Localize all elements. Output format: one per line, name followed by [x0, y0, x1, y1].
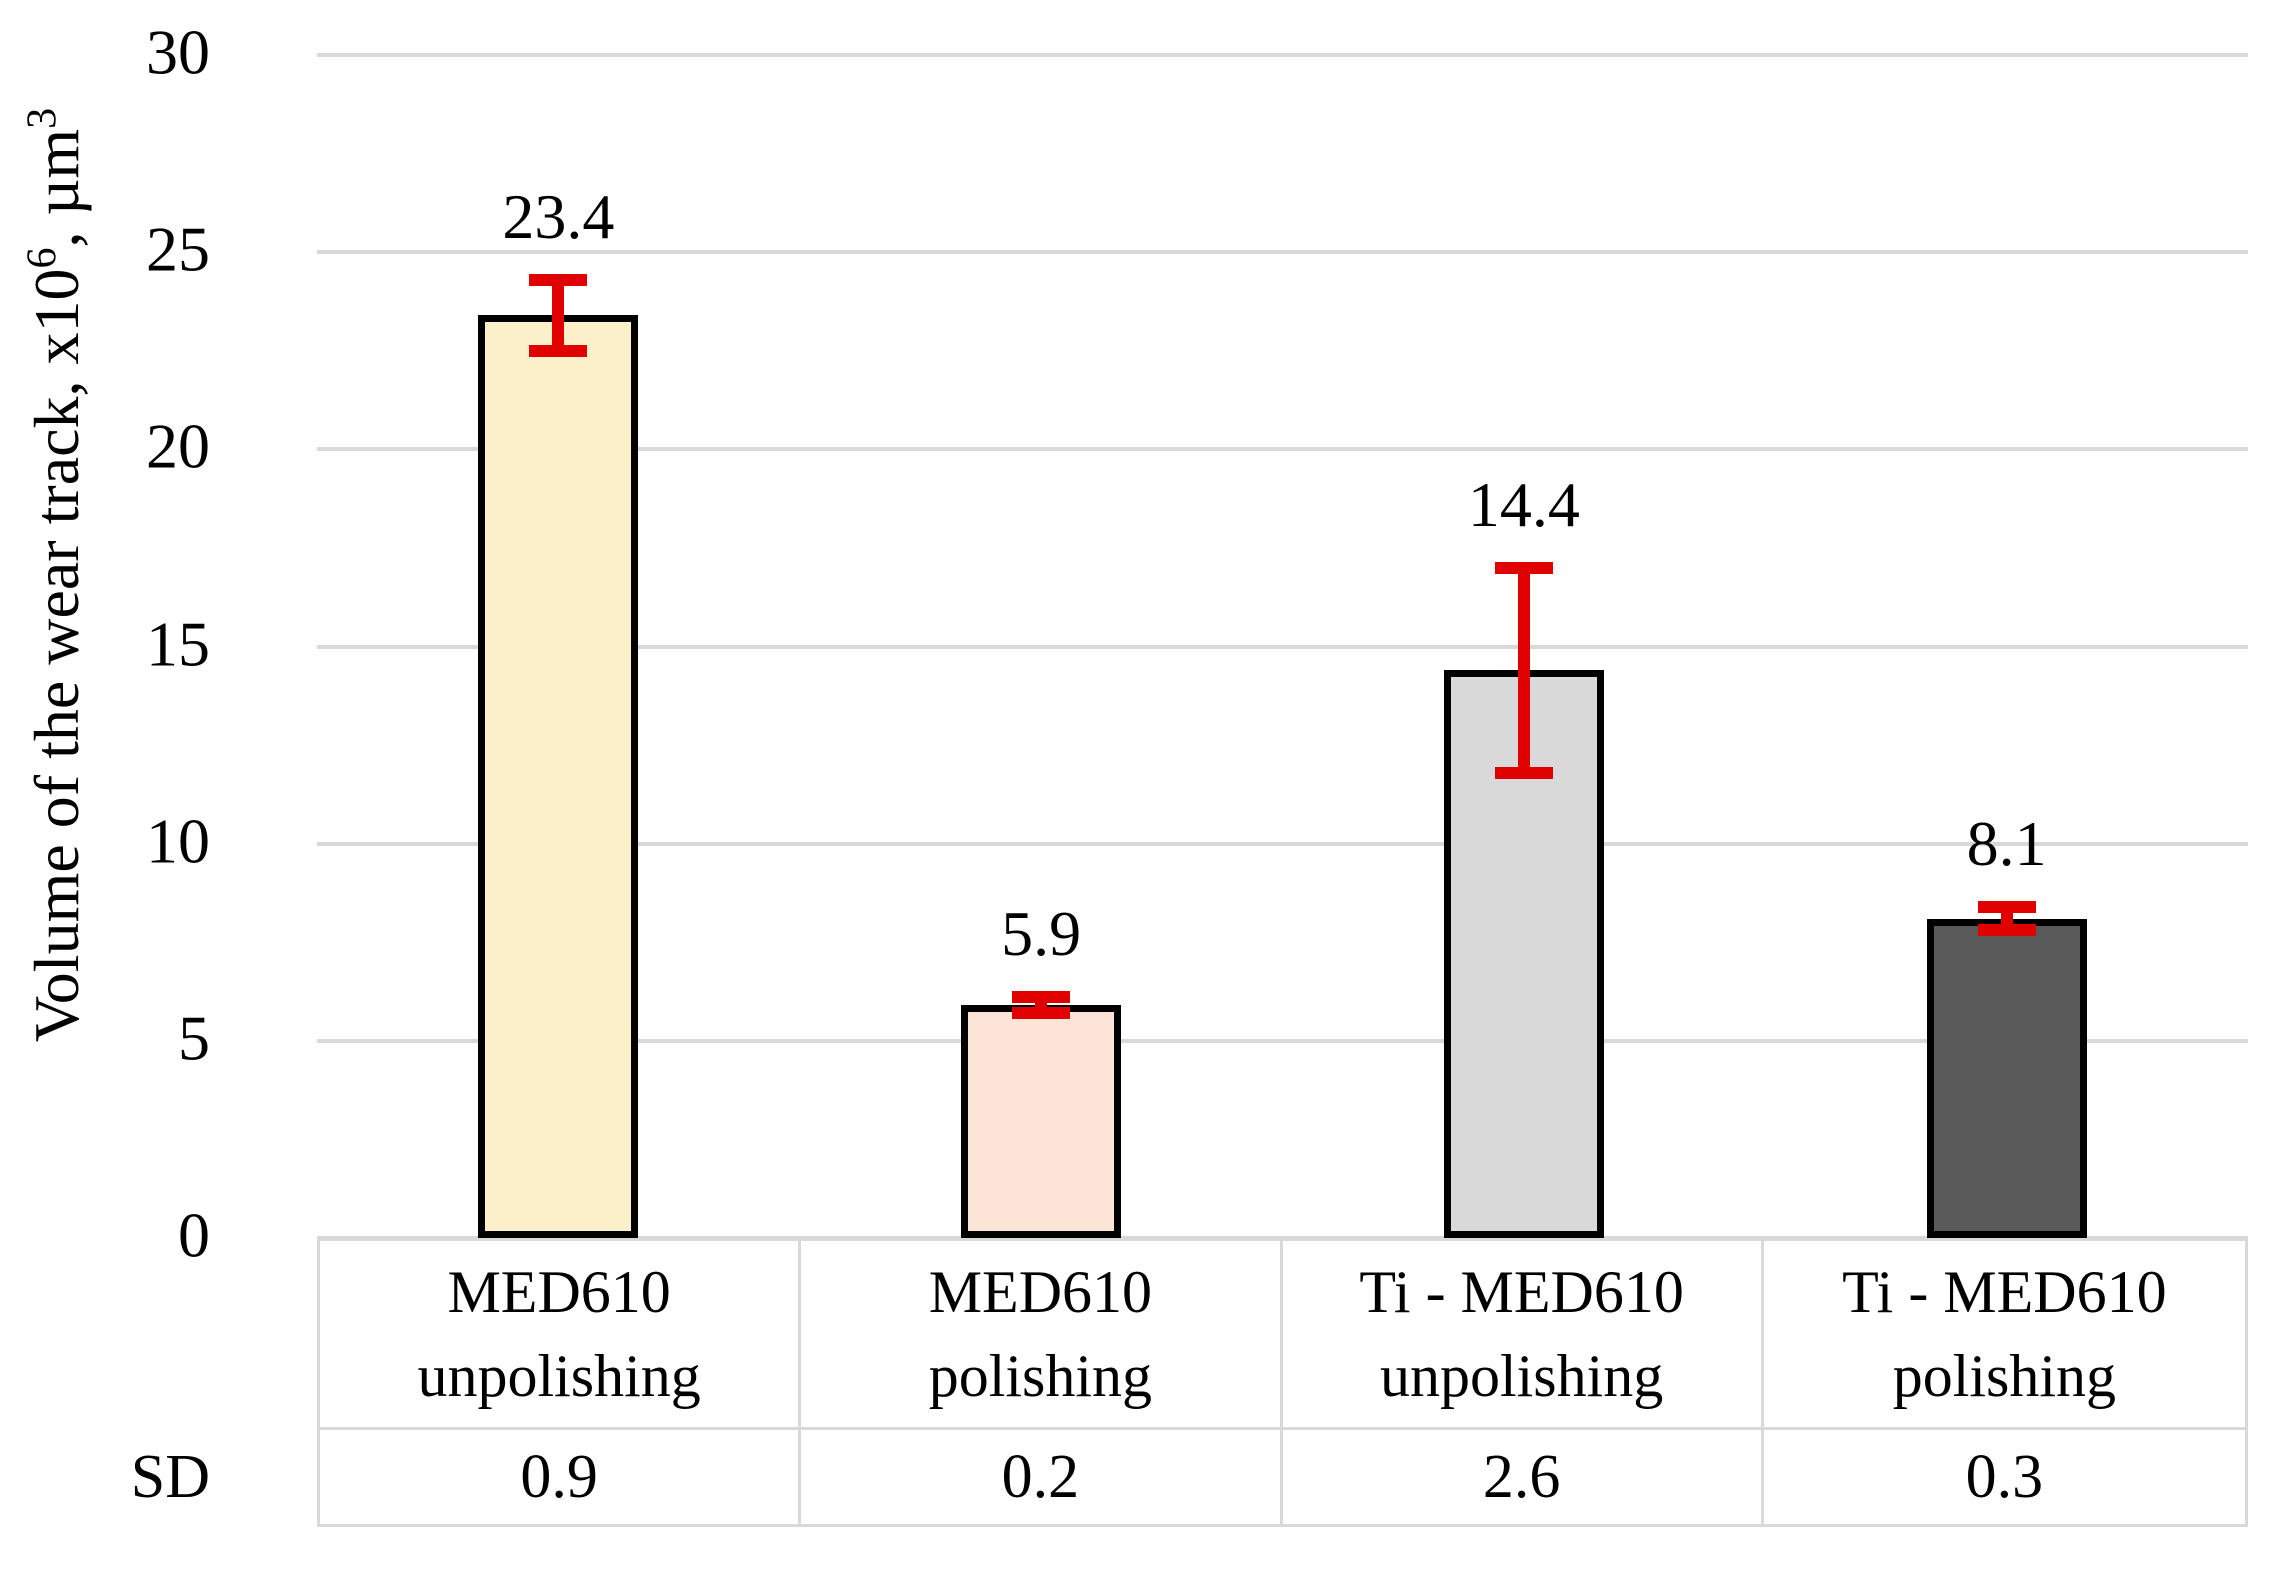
sd-cell-med610-unpolishing: 0.9 — [320, 1430, 802, 1524]
y-tick-label-15: 15 — [146, 607, 210, 679]
bar-value-label-med610-polishing: 5.9 — [1001, 898, 1082, 970]
bar-value-label-ti-med610-polishing: 8.1 — [1966, 807, 2047, 879]
category-label-line2: unpolishing — [417, 1343, 701, 1409]
category-label-line1: MED610 — [928, 1259, 1153, 1325]
error-bar-bottom-cap-med610-unpolishing — [529, 344, 588, 357]
category-label-line1: MED610 — [447, 1259, 671, 1325]
gridline-5 — [317, 1038, 2248, 1043]
bar-med610-polishing — [961, 1005, 1122, 1238]
category-sd-table: MED610 unpolishing MED610 polishing Ti - MED… — [317, 1238, 2248, 1527]
y-tick-label-30: 30 — [146, 16, 210, 88]
category-cell-ti-med610-unpolishing: Ti - MED610 unpolishing — [1282, 1241, 1764, 1430]
category-label-line1: Ti - MED610 — [1842, 1259, 2167, 1325]
sd-cell-ti-med610-polishing: 0.3 — [1965, 1443, 2044, 1511]
y-tick-label-5: 5 — [178, 1002, 210, 1074]
error-bar-top-cap-ti-med610-polishing — [1977, 900, 2036, 913]
sd-cell-ti-med610-unpolishing: 2.6 — [1283, 1430, 1764, 1524]
category-label-line1: Ti - MED610 — [1359, 1259, 1684, 1325]
error-bar-top-cap-med610-unpolishing — [529, 273, 588, 286]
category-label-line2: polishing — [1892, 1343, 2117, 1409]
bar-ti-med610-polishing — [1926, 918, 2087, 1238]
y-tick-label-25: 25 — [146, 213, 210, 285]
error-bar-bottom-cap-ti-med610-polishing — [1977, 924, 2036, 937]
gridline-20 — [317, 447, 2248, 452]
category-label-line2: unpolishing — [1379, 1343, 1664, 1409]
error-bar-bottom-cap-med610-polishing — [1012, 1007, 1071, 1020]
sd-row-header: SD — [130, 1442, 210, 1511]
error-bar-top-cap-ti-med610-unpolishing — [1494, 561, 1553, 574]
bar-value-label-ti-med610-unpolishing: 14.4 — [1467, 468, 1580, 540]
y-tick-label-10: 10 — [146, 805, 210, 877]
gridline-25 — [317, 250, 2248, 255]
bar-value-label-med610-unpolishing: 23.4 — [502, 180, 615, 252]
category-cell-ti-med610-polishing: Ti - MED610 polishing — [1763, 1241, 2245, 1430]
category-cell-med610-polishing: MED610 polishing — [801, 1241, 1283, 1430]
y-tick-label-20: 20 — [146, 410, 210, 482]
sd-cell-med610-polishing: 0.2 — [801, 1430, 1283, 1524]
category-cell-med610-unpolishing: MED610 unpolishing — [320, 1241, 802, 1430]
error-bar-top-cap-med610-polishing — [1012, 991, 1071, 1004]
category-label-line2: polishing — [928, 1343, 1153, 1409]
error-bar-bottom-cap-ti-med610-unpolishing — [1494, 766, 1553, 779]
gridline-10 — [317, 841, 2248, 846]
gridline-15 — [317, 644, 2248, 649]
bar-med610-unpolishing — [478, 315, 639, 1238]
error-bar-med610-unpolishing — [552, 279, 565, 351]
y-tick-label-0: 0 — [178, 1199, 210, 1271]
gridline-30 — [317, 53, 2248, 57]
error-bar-ti-med610-unpolishing — [1517, 567, 1530, 773]
